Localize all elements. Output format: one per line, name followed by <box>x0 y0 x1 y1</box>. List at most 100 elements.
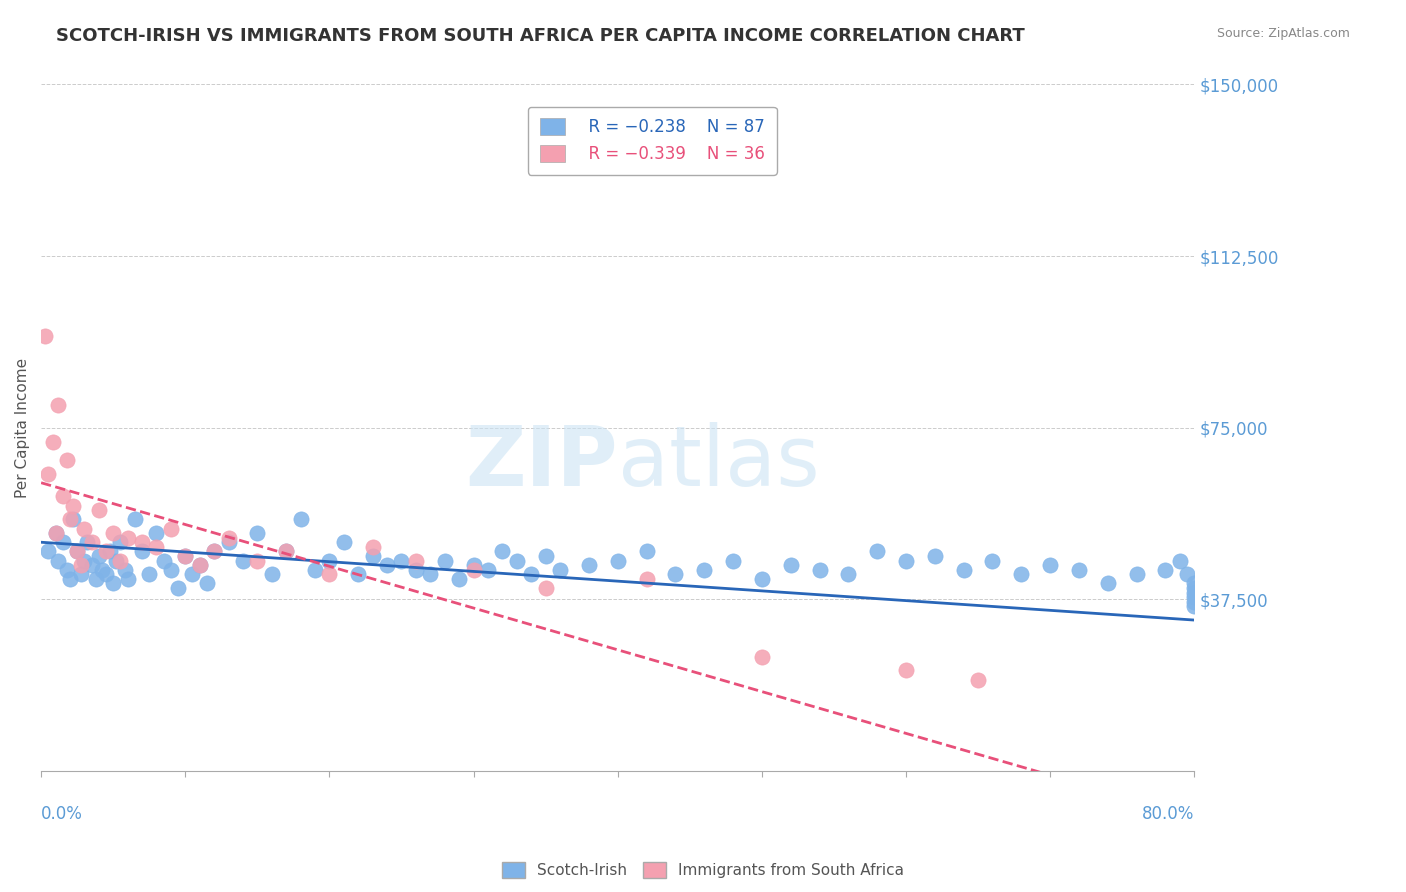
Point <box>1182 599 1205 614</box>
Point <box>232 553 254 567</box>
Point <box>114 563 136 577</box>
Point <box>1182 581 1205 595</box>
Text: Source: ZipAtlas.com: Source: ZipAtlas.com <box>1216 27 1350 40</box>
Point <box>1168 553 1191 567</box>
Point <box>375 558 398 573</box>
Point <box>304 563 326 577</box>
Point <box>751 572 773 586</box>
Point <box>138 567 160 582</box>
Point <box>606 553 628 567</box>
Point <box>195 576 218 591</box>
Point <box>1182 590 1205 604</box>
Legend: Scotch-Irish, Immigrants from South Africa: Scotch-Irish, Immigrants from South Afri… <box>496 856 910 884</box>
Point <box>174 549 197 563</box>
Point <box>1039 558 1062 573</box>
Point <box>105 553 128 567</box>
Point <box>62 512 84 526</box>
Point <box>37 467 59 481</box>
Point <box>56 453 79 467</box>
Point <box>59 512 82 526</box>
Point <box>66 544 89 558</box>
Point <box>636 544 658 558</box>
Point <box>894 553 917 567</box>
Point <box>491 544 513 558</box>
Text: 0.0%: 0.0% <box>41 805 83 823</box>
Text: ZIP: ZIP <box>465 422 617 502</box>
Point <box>145 526 167 541</box>
Point <box>94 544 117 558</box>
Point <box>48 398 70 412</box>
Point <box>1125 567 1147 582</box>
Point <box>73 521 96 535</box>
Point <box>87 503 110 517</box>
Point <box>117 572 139 586</box>
Point <box>188 558 211 573</box>
Point <box>894 664 917 678</box>
Point <box>578 558 600 573</box>
Point <box>202 544 225 558</box>
Point <box>361 540 384 554</box>
Point <box>1010 567 1032 582</box>
Point <box>34 329 56 343</box>
Point <box>290 512 312 526</box>
Point <box>160 563 183 577</box>
Point <box>70 558 93 573</box>
Point <box>84 572 107 586</box>
Point <box>318 553 340 567</box>
Point <box>202 544 225 558</box>
Point <box>246 553 269 567</box>
Point <box>981 553 1004 567</box>
Point <box>693 563 716 577</box>
Point <box>181 567 204 582</box>
Point <box>463 558 485 573</box>
Point <box>152 553 174 567</box>
Point <box>80 558 103 573</box>
Point <box>76 535 98 549</box>
Point <box>1175 567 1198 582</box>
Point <box>433 553 456 567</box>
Point <box>391 553 413 567</box>
Point <box>548 563 571 577</box>
Point <box>664 567 686 582</box>
Text: 80.0%: 80.0% <box>1142 805 1194 823</box>
Point <box>110 553 132 567</box>
Point <box>37 544 59 558</box>
Text: SCOTCH-IRISH VS IMMIGRANTS FROM SOUTH AFRICA PER CAPITA INCOME CORRELATION CHART: SCOTCH-IRISH VS IMMIGRANTS FROM SOUTH AF… <box>56 27 1025 45</box>
Point <box>56 563 79 577</box>
Point <box>44 526 66 541</box>
Point <box>534 549 557 563</box>
Point <box>1154 563 1177 577</box>
Point <box>318 567 340 582</box>
Point <box>117 531 139 545</box>
Point <box>73 553 96 567</box>
Point <box>463 563 485 577</box>
Point <box>405 563 427 577</box>
Point <box>62 499 84 513</box>
Point <box>1182 595 1205 609</box>
Point <box>347 567 370 582</box>
Point <box>103 526 125 541</box>
Point <box>44 526 66 541</box>
Point <box>66 544 89 558</box>
Point <box>174 549 197 563</box>
Point <box>405 553 427 567</box>
Point <box>70 567 93 582</box>
Point <box>419 567 441 582</box>
Point <box>124 512 146 526</box>
Point <box>260 567 283 582</box>
Point <box>506 553 529 567</box>
Point <box>246 526 269 541</box>
Point <box>361 549 384 563</box>
Point <box>449 572 471 586</box>
Point <box>952 563 974 577</box>
Point <box>276 544 298 558</box>
Point <box>1182 576 1205 591</box>
Point <box>98 544 121 558</box>
Point <box>160 521 183 535</box>
Point <box>218 535 240 549</box>
Point <box>52 535 75 549</box>
Point <box>924 549 946 563</box>
Point <box>145 540 167 554</box>
Point <box>52 490 75 504</box>
Point <box>1182 585 1205 599</box>
